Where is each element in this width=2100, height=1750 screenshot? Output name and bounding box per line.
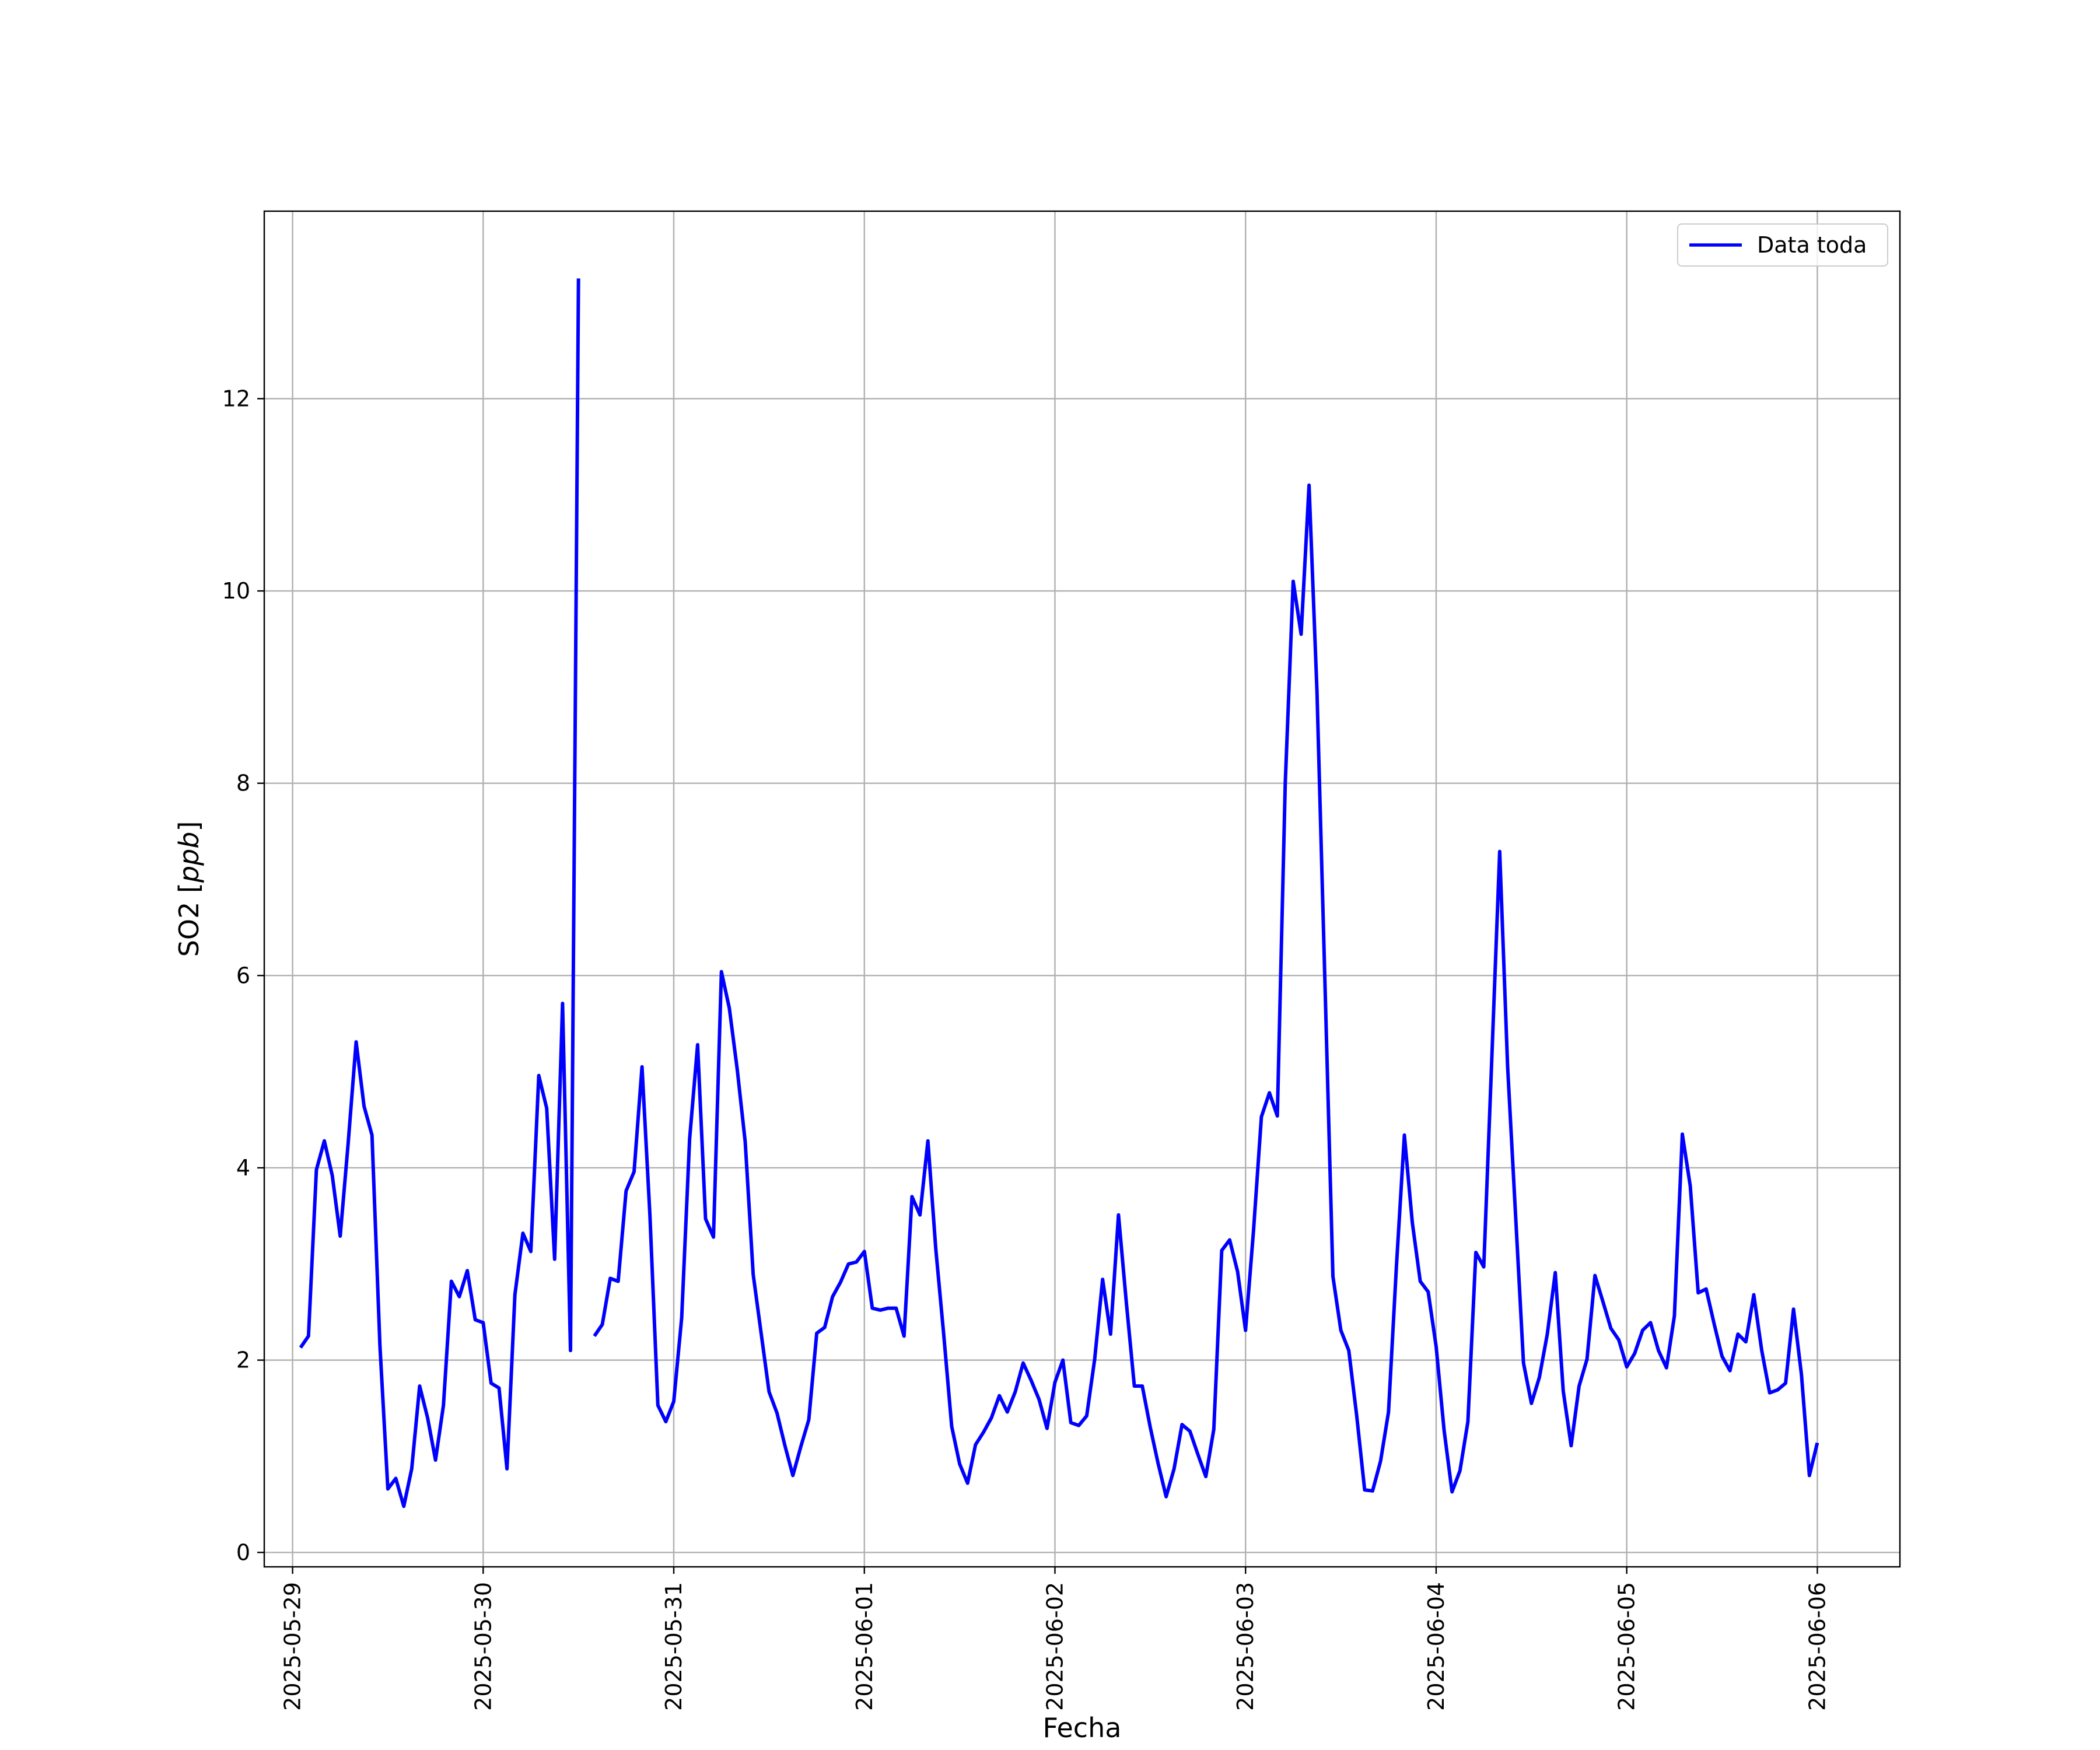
x-tick-label: 2025-06-02 [1042,1582,1068,1711]
x-tick-label: 2025-06-06 [1804,1582,1830,1711]
x-tick-label: 2025-06-03 [1233,1582,1258,1711]
y-tick-label: 12 [222,386,250,411]
y-axis-label-prefix: SO2 [ [173,883,205,957]
x-tick-label: 2025-05-31 [661,1582,687,1711]
grid-lines [264,211,1900,1567]
axis-ticks: 2025-05-29 2025-05-30 2025-05-31 2025-06-01… [222,386,1831,1710]
x-tick-label: 2025-05-30 [470,1582,496,1711]
x-tick-label: 2025-06-01 [852,1582,877,1711]
x-axis-label: Fecha [1043,1712,1122,1744]
x-tick-label: 2025-06-05 [1614,1582,1640,1711]
y-axis-label: SO2 [ppb] [173,821,205,957]
series-line-segment [593,483,1819,1499]
series-line-segment [299,278,580,1508]
y-tick-label: 4 [236,1155,250,1181]
plot-area-frame [263,210,1901,1568]
legend-label-data-toda: Data toda [1757,232,1867,258]
y-tick-label: 8 [236,771,250,796]
x-tick-label: 2025-05-29 [280,1582,306,1711]
y-tick-label: 10 [222,578,250,604]
legend-box [1677,223,1888,267]
y-tick-label: 2 [236,1348,250,1373]
y-axis-label-unit: ppb [173,832,205,884]
x-tick-label: 2025-06-04 [1423,1582,1449,1711]
y-tick-label: 0 [236,1539,250,1565]
y-axis-label-suffix: ] [173,821,205,832]
y-tick-label: 6 [236,963,250,988]
legend: Data toda [1677,223,1888,267]
series-lines [299,278,1819,1508]
